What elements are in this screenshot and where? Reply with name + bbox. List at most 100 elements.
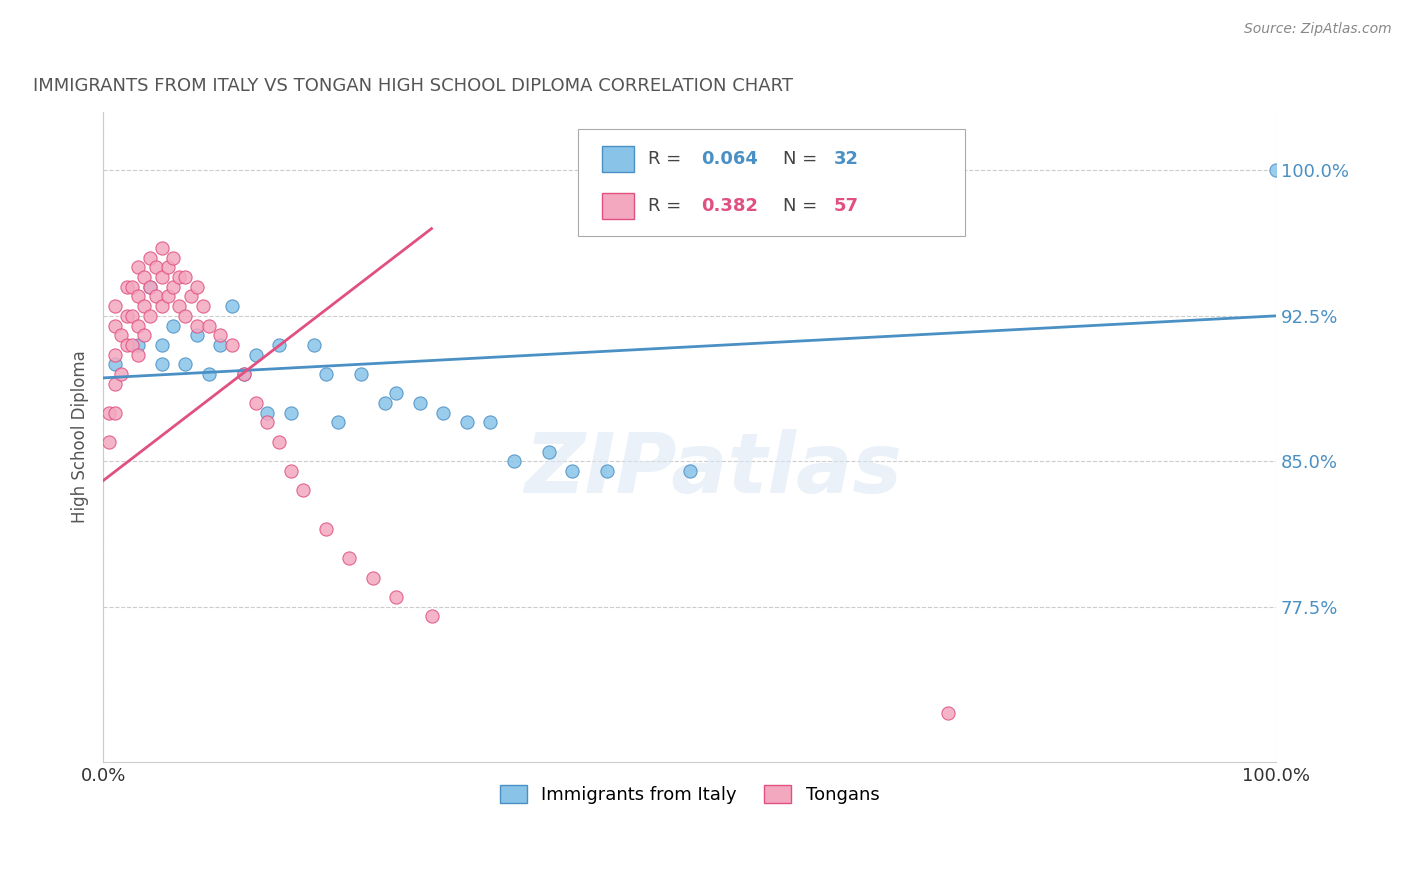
Text: R =: R =: [648, 197, 688, 216]
Point: [209, 338, 232, 352]
Point: [115, 338, 138, 352]
Point: [197, 318, 219, 333]
Text: Source: ZipAtlas.com: Source: ZipAtlas.com: [1244, 22, 1392, 37]
Bar: [602, 146, 634, 172]
Point: [121, 338, 143, 352]
Point: [139, 309, 162, 323]
Point: [134, 270, 156, 285]
Point: [361, 571, 384, 585]
Point: [221, 299, 243, 313]
Point: [502, 454, 524, 468]
Point: [256, 416, 278, 430]
Text: N =: N =: [783, 150, 824, 168]
Point: [339, 551, 361, 566]
Point: [104, 357, 127, 371]
Text: IMMIGRANTS FROM ITALY VS TONGAN HIGH SCHOOL DIPLOMA CORRELATION CHART: IMMIGRANTS FROM ITALY VS TONGAN HIGH SCH…: [32, 78, 793, 95]
Point: [156, 260, 179, 275]
Point: [256, 406, 278, 420]
Point: [420, 609, 443, 624]
Point: [127, 289, 149, 303]
Point: [110, 328, 132, 343]
Point: [385, 386, 408, 401]
Point: [385, 590, 408, 604]
Point: [121, 279, 143, 293]
Point: [127, 348, 149, 362]
Point: [104, 318, 127, 333]
Point: [186, 279, 208, 293]
Point: [191, 299, 214, 313]
Point: [145, 289, 167, 303]
Point: [150, 299, 173, 313]
Point: [180, 289, 202, 303]
Point: [115, 309, 138, 323]
Point: [169, 299, 191, 313]
Point: [150, 338, 173, 352]
Point: [678, 464, 700, 478]
Point: [174, 309, 197, 323]
Point: [197, 367, 219, 381]
Point: [315, 367, 337, 381]
Point: [174, 270, 197, 285]
Point: [280, 464, 302, 478]
Point: [134, 328, 156, 343]
Point: [115, 279, 138, 293]
Point: [374, 396, 396, 410]
Point: [104, 299, 127, 313]
Point: [315, 522, 337, 536]
Point: [456, 416, 478, 430]
Point: [432, 406, 454, 420]
Point: [98, 406, 121, 420]
Point: [186, 328, 208, 343]
Point: [221, 338, 243, 352]
Point: [350, 367, 373, 381]
Point: [479, 416, 502, 430]
Point: [291, 483, 314, 498]
Point: [162, 318, 184, 333]
Point: [139, 251, 162, 265]
Point: [139, 279, 162, 293]
Point: [936, 706, 959, 721]
Point: [162, 279, 184, 293]
Point: [127, 338, 149, 352]
Point: [139, 279, 162, 293]
Legend: Immigrants from Italy, Tongans: Immigrants from Italy, Tongans: [492, 778, 887, 811]
Point: [267, 338, 290, 352]
Point: [537, 444, 560, 458]
Point: [127, 260, 149, 275]
Point: [150, 357, 173, 371]
Bar: [602, 194, 634, 219]
Point: [280, 406, 302, 420]
Point: [156, 289, 179, 303]
Y-axis label: High School Diploma: High School Diploma: [72, 351, 89, 524]
Point: [409, 396, 432, 410]
Text: R =: R =: [648, 150, 688, 168]
Point: [245, 396, 267, 410]
FancyBboxPatch shape: [578, 128, 965, 235]
Point: [169, 270, 191, 285]
Text: 0.382: 0.382: [702, 197, 758, 216]
Point: [150, 241, 173, 255]
Point: [98, 434, 121, 449]
Point: [110, 367, 132, 381]
Point: [134, 299, 156, 313]
Point: [162, 251, 184, 265]
Point: [232, 367, 254, 381]
Point: [121, 309, 143, 323]
Point: [267, 434, 290, 449]
Point: [104, 348, 127, 362]
Point: [302, 338, 325, 352]
Point: [561, 464, 583, 478]
Point: [174, 357, 197, 371]
Text: N =: N =: [783, 197, 824, 216]
Text: ZIPatlas: ZIPatlas: [524, 429, 901, 510]
Point: [245, 348, 267, 362]
Point: [145, 260, 167, 275]
Point: [596, 464, 619, 478]
Text: 32: 32: [834, 150, 859, 168]
Point: [104, 406, 127, 420]
Point: [150, 270, 173, 285]
Text: 57: 57: [834, 197, 859, 216]
Text: 0.064: 0.064: [702, 150, 758, 168]
Point: [232, 367, 254, 381]
Point: [186, 318, 208, 333]
